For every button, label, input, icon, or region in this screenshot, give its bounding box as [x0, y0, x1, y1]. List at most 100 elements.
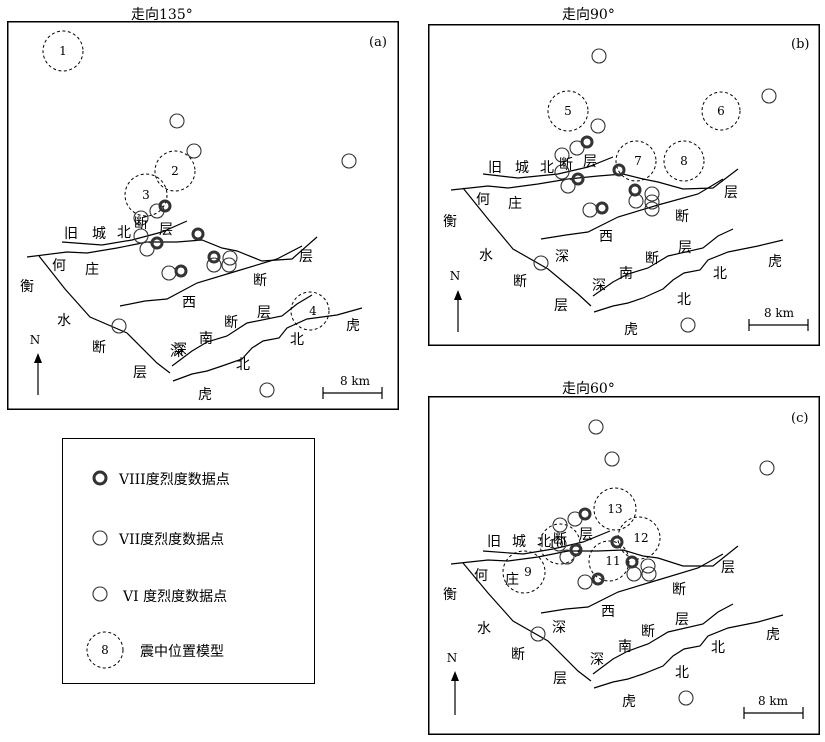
label-he: 何 — [476, 192, 490, 208]
intensity-point — [569, 140, 585, 156]
label-bei: 北 — [117, 225, 131, 241]
label-zhuang: 庄 — [85, 261, 99, 278]
epicenter-model-8 — [663, 140, 705, 182]
hengshui-fault-line — [462, 187, 592, 307]
panel-a-tag: (a) — [369, 35, 387, 50]
svg-text:N: N — [30, 333, 41, 347]
scale-bar: 8 km — [743, 694, 804, 719]
label-shen: 深 — [552, 620, 566, 636]
scale-bar: 8 km — [748, 306, 809, 331]
hezhuang-hengshui-fault-line — [450, 168, 739, 191]
intensity-point — [259, 382, 275, 398]
intensity-point — [560, 178, 576, 194]
intensity-point — [588, 419, 604, 435]
epicenter-model-7 — [615, 140, 657, 182]
label-heng: 衡 — [443, 214, 457, 230]
scale-bar: 8 km — [322, 374, 383, 399]
label-cheng: 城 — [512, 534, 526, 550]
jiucheng-fault-line — [482, 156, 614, 179]
intensity-point — [111, 318, 127, 334]
shennan-fault-line — [592, 228, 734, 297]
label-duan: 北 — [290, 332, 304, 348]
label-hu: 虎 — [624, 322, 638, 338]
label-nan: 南 — [619, 266, 633, 282]
label-bei: 北 — [236, 357, 250, 373]
label-shen: 深 — [555, 249, 569, 265]
intensity-viii-point — [569, 543, 583, 557]
label-duan: 断 — [224, 315, 238, 331]
label-ceng: 层 — [299, 249, 313, 265]
label-xi: 西 — [182, 295, 196, 311]
beihu-fault-line — [593, 239, 784, 313]
label-duan: 断 — [253, 273, 267, 289]
svg-text:8 km: 8 km — [764, 306, 795, 320]
shenxi-fault-line — [540, 553, 724, 614]
shennan-fault-line — [592, 603, 734, 675]
intensity-point — [533, 255, 549, 271]
panel-c-frame — [428, 396, 820, 735]
intensity-point — [133, 228, 149, 244]
label-jiu: 旧 — [488, 160, 502, 176]
shenxi-fault-line — [540, 178, 724, 240]
label-ceng: 层 — [553, 671, 567, 687]
jiucheng-fault-line — [61, 220, 188, 246]
intensity-point — [341, 153, 357, 169]
label-ceng: 层 — [675, 612, 689, 628]
label-xi: 西 — [601, 604, 615, 620]
epicenter-model-13 — [593, 487, 637, 531]
label-duan: 断 — [92, 340, 106, 356]
beihu-fault-line — [593, 614, 784, 689]
epicenter-model-11 — [588, 540, 630, 582]
model-label-4: 4 — [309, 304, 317, 318]
label-shen: 深 — [173, 342, 187, 358]
shennan-fault-line — [171, 294, 313, 367]
intensity-viii-point — [150, 236, 164, 250]
label-jiu: 旧 — [64, 226, 78, 242]
intensity-viii-point — [158, 199, 172, 213]
label-duan: 断 — [553, 532, 567, 548]
model-label-8: 8 — [680, 154, 688, 168]
label-ceng: 虎 — [768, 254, 782, 270]
intensity-point — [559, 549, 575, 565]
model-label-6: 6 — [717, 104, 725, 118]
model-symbol — [86, 631, 124, 669]
intensity-point — [552, 517, 568, 533]
panel-c-map: (c) 9 10 11 12 13 — [428, 396, 820, 735]
label-bei: 北 — [677, 292, 691, 308]
intensity-point — [161, 265, 177, 281]
model-label-11: 11 — [605, 554, 620, 568]
label-jiu: 旧 — [487, 534, 501, 550]
label-nan: 南 — [199, 331, 213, 347]
intensity-viii-point — [591, 572, 605, 586]
intensity-viii-point — [612, 163, 626, 177]
intensity-point — [133, 210, 149, 226]
intensity-point — [577, 574, 593, 590]
intensity-point — [761, 88, 777, 104]
intensity-viii-point — [625, 555, 639, 569]
label-he: 何 — [52, 258, 66, 274]
legend-vii-label: VII度烈度数据点 — [119, 532, 225, 548]
viii-point-symbol — [92, 470, 108, 486]
svg-text:N: N — [450, 269, 461, 283]
label-duan: 北 — [713, 266, 727, 282]
legend-model-label: 震中位置模型 — [140, 644, 224, 660]
label-hu: 虎 — [198, 387, 212, 403]
intensity-point — [640, 558, 656, 574]
label-duan: 断 — [641, 624, 655, 640]
intensity-point — [604, 451, 620, 467]
label-duan: 北 — [711, 640, 725, 656]
model-label-13: 13 — [607, 502, 622, 516]
label-cheng: 城 — [515, 160, 529, 176]
intensity-point — [582, 202, 598, 218]
north-arrow: N — [450, 269, 462, 332]
model-label-12: 12 — [633, 531, 648, 545]
epicenter-model-10 — [539, 523, 581, 565]
label-bei: 北 — [540, 160, 554, 176]
label-duan: 断 — [134, 216, 148, 232]
label-ceng: 虎 — [346, 318, 360, 334]
intensity-point — [590, 118, 606, 134]
intensity-viii-point — [628, 183, 642, 197]
label-ceng: 虎 — [766, 627, 780, 643]
model-label-5: 5 — [564, 104, 572, 118]
panel-a-map: (a) 1 2 3 4 — [7, 21, 399, 410]
